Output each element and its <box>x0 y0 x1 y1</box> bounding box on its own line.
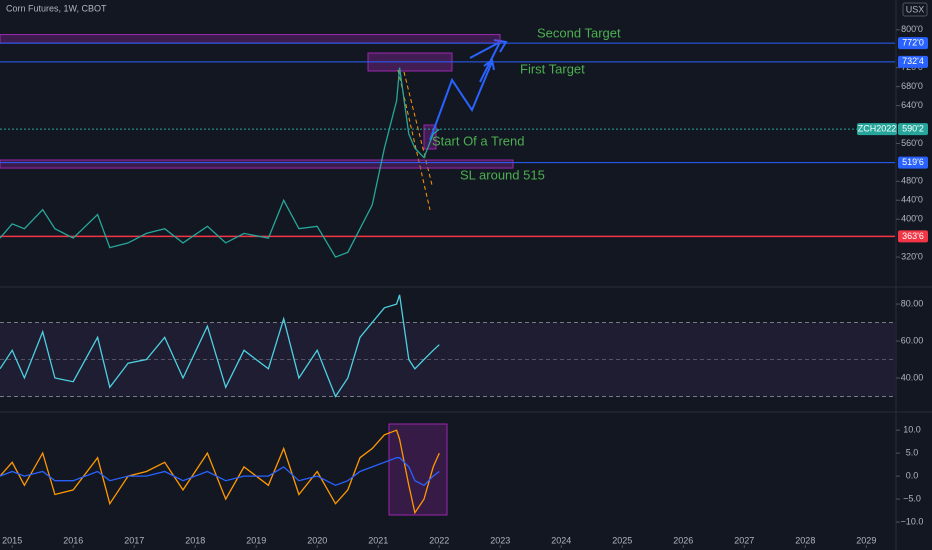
symbol-box <box>857 123 897 136</box>
level-label-box <box>898 123 928 136</box>
annotation: First Target <box>520 61 585 76</box>
y-tick-label: 400'0 <box>901 214 923 224</box>
zone <box>0 34 501 44</box>
drawing-box <box>388 423 448 516</box>
x-tick-label: 2023 <box>490 535 510 545</box>
x-tick-label: 2021 <box>368 535 388 545</box>
zone <box>0 159 514 169</box>
level-label-box <box>898 156 928 169</box>
y-tick-label: 0.0 <box>906 470 919 480</box>
x-tick-label: 2029 <box>856 535 876 545</box>
level-label-box <box>898 55 928 68</box>
level-label: 590'2 <box>902 124 924 134</box>
annotation: Start Of a Trend <box>432 133 525 148</box>
level-label: 732'4 <box>902 56 924 66</box>
y-tick-label: 10.0 <box>903 425 921 435</box>
y-tick-label: 5.0 <box>906 448 919 458</box>
annotation: SL around 515 <box>460 167 545 182</box>
y-tick-label: 80.00 <box>901 298 924 308</box>
level-label: 519'6 <box>902 157 924 167</box>
x-tick-label: 2027 <box>734 535 754 545</box>
level-label: 363'6 <box>902 231 924 241</box>
y-tick-label: 680'0 <box>901 81 923 91</box>
y-tick-label: 560'0 <box>901 138 923 148</box>
x-tick-label: 2020 <box>307 535 327 545</box>
series-line <box>0 67 440 258</box>
currency-box[interactable] <box>902 2 928 17</box>
y-tick-label: 800'0 <box>901 24 923 34</box>
x-tick-label: 2015 <box>2 535 22 545</box>
series-line <box>0 457 440 487</box>
x-tick-label: 2026 <box>673 535 693 545</box>
series-line <box>0 429 440 515</box>
y-tick-label: 60.00 <box>901 335 924 345</box>
y-tick-label: 440'0 <box>901 195 923 205</box>
annotation: Second Target <box>537 25 621 40</box>
x-tick-label: 2018 <box>185 535 205 545</box>
y-tick-label: 320'0 <box>901 251 923 261</box>
y-tick-label: 640'0 <box>901 100 923 110</box>
x-tick-label: 2024 <box>551 535 571 545</box>
level-label-box <box>898 230 928 243</box>
series-line <box>0 294 440 398</box>
level-label-box <box>898 37 928 50</box>
y-tick-label: 480'0 <box>901 176 923 186</box>
x-tick-label: 2025 <box>612 535 632 545</box>
x-tick-label: 2022 <box>429 535 449 545</box>
level-label: 772'0 <box>902 37 924 47</box>
y-tick-label: −5.0 <box>903 493 921 503</box>
x-tick-label: 2028 <box>795 535 815 545</box>
y-tick-label: 40.00 <box>901 372 924 382</box>
currency-label[interactable]: USX <box>906 4 925 14</box>
y-tick-label: −10.0 <box>901 516 924 526</box>
symbol-name: ZCH2022 <box>858 124 897 134</box>
x-tick-label: 2017 <box>124 535 144 545</box>
x-tick-label: 2019 <box>246 535 266 545</box>
projection-arrow <box>429 39 508 141</box>
x-tick-label: 2016 <box>63 535 83 545</box>
symbol-label: Corn Futures, 1W, CBOT <box>6 3 107 13</box>
